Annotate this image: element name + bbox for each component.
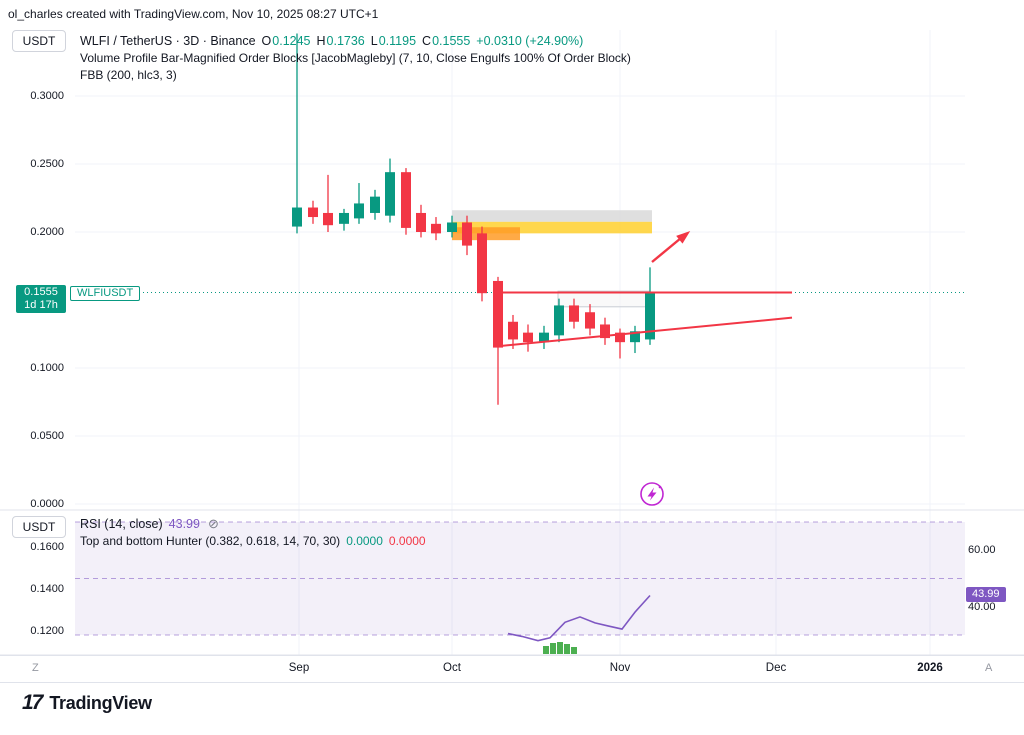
main-legend: WLFI / TetherUS · 3D · Binance O 0.1245 H… xyxy=(80,33,631,84)
rsi-right-tick-label: 40.00 xyxy=(968,600,996,613)
last-price-badge[interactable]: 0.1555 1d 17h xyxy=(16,285,66,313)
candle-body xyxy=(354,203,364,219)
order-block-gray xyxy=(452,210,652,222)
candle-body xyxy=(569,305,579,322)
candle-body xyxy=(339,212,349,224)
price-tick-label: 0.0500 xyxy=(30,430,64,442)
time-axis[interactable]: Z Sep Oct Nov Dec 2026 A xyxy=(0,655,1024,683)
candle-body xyxy=(292,207,302,227)
hide-indicator-icon[interactable]: ⊘ xyxy=(207,516,219,531)
breakout-arrow-head xyxy=(676,230,691,244)
rsi-left-tick-label: 0.1200 xyxy=(30,625,64,637)
ohlc-high: H 0.1736 xyxy=(316,34,365,48)
candle-body xyxy=(539,332,549,343)
rsi-title: RSI (14, close) xyxy=(80,517,163,531)
candle-body xyxy=(370,196,380,213)
candle-body xyxy=(416,212,426,232)
candle-body xyxy=(600,324,610,339)
bar-countdown: 1d 17h xyxy=(24,299,58,311)
time-tick-label: Dec xyxy=(765,662,787,674)
order-block-yellow xyxy=(452,221,652,234)
candle-body xyxy=(630,331,640,343)
candle-body xyxy=(493,280,503,348)
change-value: +0.0310 (+24.90%) xyxy=(476,34,584,48)
rsi-current-value: 43.99 xyxy=(168,517,200,531)
candle-body xyxy=(447,222,457,232)
rsi-currency-label[interactable]: USDT xyxy=(12,516,66,538)
ohlc-low: L 0.1195 xyxy=(370,34,417,48)
hunter-bar xyxy=(543,646,549,654)
time-tick-label: Sep xyxy=(288,662,310,674)
hunter-value-2: 0.0000 xyxy=(388,534,426,548)
candle-body xyxy=(585,312,595,329)
last-price-value: 0.1555 xyxy=(24,286,58,298)
hunter-legend-row[interactable]: Top and bottom Hunter (0.382, 0.618, 14,… xyxy=(80,534,426,548)
ohlc-close: C 0.1555 xyxy=(422,34,471,48)
symbol-legend-row[interactable]: WLFI / TetherUS · 3D · Binance O 0.1245 H… xyxy=(80,33,631,49)
price-tick-label: 0.0000 xyxy=(30,498,64,510)
hunter-value-1: 0.0000 xyxy=(346,534,383,548)
candle-body xyxy=(462,222,472,246)
candle-body xyxy=(554,305,564,336)
rsi-left-tick-label: 0.1600 xyxy=(30,541,64,553)
hotkey-a: A xyxy=(985,662,993,674)
hunter-bar xyxy=(557,642,563,654)
tradingview-logo-mark: 17 xyxy=(22,691,43,714)
attribution-text: ol_charles created with TradingView.com,… xyxy=(8,7,379,21)
price-tick-label: 0.2000 xyxy=(30,226,64,238)
rsi-left-tick-label: 0.1400 xyxy=(30,583,64,595)
symbol-price-label: WLFIUSDT xyxy=(70,286,141,301)
candle-body xyxy=(431,223,441,234)
candle-body xyxy=(508,321,518,340)
time-tick-label: Nov xyxy=(609,662,631,674)
trend-line-ascending-support[interactable] xyxy=(497,316,793,348)
price-tick-label: 0.3000 xyxy=(30,90,64,102)
candle-body xyxy=(323,212,333,226)
tradingview-logo-text: TradingView xyxy=(49,692,152,713)
rsi-legend-row[interactable]: RSI (14, close) 43.99 ⊘ xyxy=(80,516,426,532)
indicator-legend-fbb[interactable]: FBB (200, hlc3, 3) xyxy=(80,68,177,82)
candle-body xyxy=(308,207,318,218)
hotkey-z: Z xyxy=(32,662,39,674)
time-tick-label: 2026 xyxy=(917,662,943,674)
magic-wand-icon[interactable] xyxy=(640,482,664,506)
rsi-legend: RSI (14, close) 43.99 ⊘ Top and bottom H… xyxy=(80,516,426,550)
ohlc-open: O 0.1245 xyxy=(261,34,311,48)
rsi-line xyxy=(507,594,651,642)
candle-body xyxy=(615,332,625,343)
price-tick-label: 0.1000 xyxy=(30,362,64,374)
indicator-legend-volume-profile[interactable]: Volume Profile Bar-Magnified Order Block… xyxy=(80,51,631,65)
breakout-arrow-shaft[interactable] xyxy=(651,237,682,263)
hunter-bar xyxy=(550,643,556,654)
rsi-right-tick-label: 60.00 xyxy=(968,544,996,557)
candle-body xyxy=(477,233,487,294)
hunter-bar xyxy=(564,644,570,654)
candle-body xyxy=(523,332,533,343)
candle-body xyxy=(645,292,655,340)
tradingview-logo[interactable]: 17 TradingView xyxy=(22,691,152,715)
hunter-bar xyxy=(571,647,577,654)
candle-body xyxy=(385,172,395,216)
main-currency-label[interactable]: USDT xyxy=(12,30,66,52)
price-tick-label: 0.2500 xyxy=(30,158,64,170)
candle-body xyxy=(401,172,411,228)
symbol-title: WLFI / TetherUS · 3D · Binance xyxy=(80,34,256,48)
time-tick-label: Oct xyxy=(443,662,461,674)
rsi-value-badge: 43.99 xyxy=(966,587,1006,602)
